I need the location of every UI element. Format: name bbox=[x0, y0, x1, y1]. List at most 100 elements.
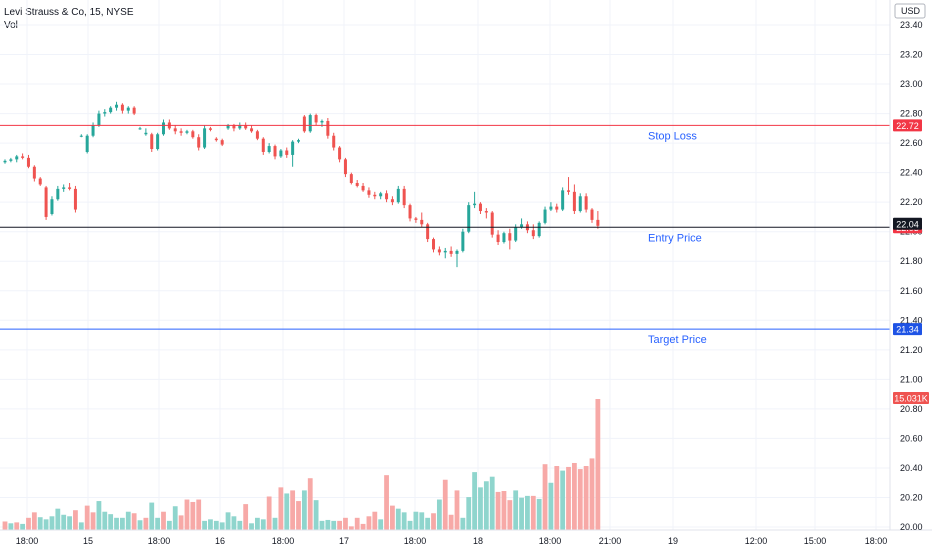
candle bbox=[144, 128, 148, 136]
candle bbox=[244, 122, 248, 130]
volume-bar bbox=[20, 523, 26, 530]
candle bbox=[267, 143, 271, 154]
candle bbox=[426, 222, 430, 243]
volume-bar bbox=[73, 510, 78, 530]
candle bbox=[173, 125, 177, 135]
candle bbox=[490, 211, 494, 238]
y-tick-label: 22.20 bbox=[900, 197, 923, 207]
candle bbox=[97, 110, 101, 127]
volume-bar bbox=[466, 497, 472, 530]
volume-bar bbox=[90, 512, 96, 530]
volume-bar bbox=[472, 472, 477, 530]
volume-bar bbox=[507, 500, 513, 530]
grid bbox=[0, 0, 890, 530]
candle bbox=[191, 129, 195, 139]
candle bbox=[273, 144, 277, 160]
volume-bar bbox=[530, 495, 536, 530]
volume-bar bbox=[8, 523, 14, 530]
candle bbox=[56, 185, 60, 201]
volume-bar bbox=[378, 519, 384, 530]
volume-bar bbox=[589, 458, 595, 530]
volume-bar bbox=[2, 521, 8, 530]
candle bbox=[15, 154, 19, 163]
candle bbox=[343, 157, 347, 178]
volume-bar bbox=[360, 523, 366, 530]
x-tick-label: 18 bbox=[473, 536, 483, 546]
volume-bar bbox=[37, 517, 43, 530]
candle bbox=[73, 185, 77, 213]
volume-bar bbox=[442, 479, 448, 530]
volume-bar bbox=[401, 512, 407, 530]
candle bbox=[62, 184, 66, 192]
candle bbox=[103, 109, 107, 117]
x-tick-label: 18:00 bbox=[539, 536, 562, 546]
candle bbox=[161, 119, 165, 136]
volume-bar bbox=[49, 516, 55, 530]
last-price-label: 22.04 bbox=[896, 219, 919, 229]
x-tick-label: 12:00 bbox=[745, 536, 768, 546]
volume-bar bbox=[125, 511, 131, 530]
candle bbox=[467, 202, 471, 234]
candle bbox=[297, 138, 300, 144]
candle bbox=[402, 185, 406, 209]
volume-bar bbox=[260, 519, 266, 530]
candle bbox=[496, 230, 500, 245]
y-tick-label: 23.00 bbox=[900, 79, 923, 89]
volume-bar bbox=[483, 481, 489, 530]
candle bbox=[261, 137, 265, 155]
candle bbox=[437, 246, 441, 256]
candle bbox=[578, 193, 582, 213]
volume-bar bbox=[313, 500, 319, 530]
y-tick-label: 20.40 bbox=[900, 463, 923, 473]
x-tick-label: 21:00 bbox=[599, 536, 622, 546]
candle bbox=[85, 134, 89, 154]
candle bbox=[332, 132, 336, 151]
x-tick-label: 16 bbox=[215, 536, 225, 546]
candle bbox=[531, 224, 535, 240]
y-tick-label: 23.20 bbox=[900, 50, 923, 60]
candle bbox=[185, 129, 189, 135]
volume-bar bbox=[225, 512, 231, 530]
volume-bar bbox=[161, 511, 166, 530]
candle bbox=[567, 177, 571, 195]
volume-bar bbox=[319, 520, 325, 530]
price-lines[interactable]: Stop Loss Entry Price Target Price bbox=[0, 124, 890, 346]
candle bbox=[367, 187, 371, 198]
candle bbox=[461, 228, 465, 253]
y-tick-label: 20.80 bbox=[900, 404, 923, 414]
volume-bar bbox=[213, 520, 219, 530]
volume-bar bbox=[536, 498, 542, 530]
volume-bar bbox=[495, 491, 501, 530]
volume-bar bbox=[583, 466, 589, 530]
volume-bar bbox=[102, 511, 108, 530]
y-tick-label: 20.20 bbox=[900, 492, 923, 502]
stop_loss-price-label: 22.72 bbox=[896, 121, 919, 131]
volume-bar bbox=[301, 490, 307, 530]
volume-bar bbox=[249, 523, 254, 530]
candle bbox=[21, 153, 25, 160]
candle bbox=[126, 106, 130, 114]
candle bbox=[420, 212, 424, 228]
candle bbox=[279, 149, 283, 158]
volume-bar bbox=[436, 499, 442, 530]
candle bbox=[385, 190, 389, 203]
y-axis-ticks: 23.4023.2023.0022.8022.6022.4022.2022.00… bbox=[900, 20, 923, 532]
x-tick-label: 17 bbox=[339, 536, 349, 546]
volume-bar bbox=[284, 493, 290, 530]
candle bbox=[26, 154, 30, 169]
candle bbox=[390, 196, 394, 206]
volume-bar bbox=[178, 515, 184, 530]
volume-bar bbox=[61, 514, 67, 530]
volume-bar bbox=[454, 490, 460, 530]
candle bbox=[138, 126, 142, 130]
candle bbox=[50, 196, 54, 216]
currency-badge[interactable] bbox=[894, 3, 926, 19]
volume-bar bbox=[266, 496, 272, 530]
candle bbox=[150, 132, 154, 152]
volume-bar bbox=[114, 517, 119, 530]
volume-bar bbox=[331, 520, 337, 530]
volume-bar bbox=[448, 514, 454, 530]
y-tick-label: 22.60 bbox=[900, 138, 923, 148]
